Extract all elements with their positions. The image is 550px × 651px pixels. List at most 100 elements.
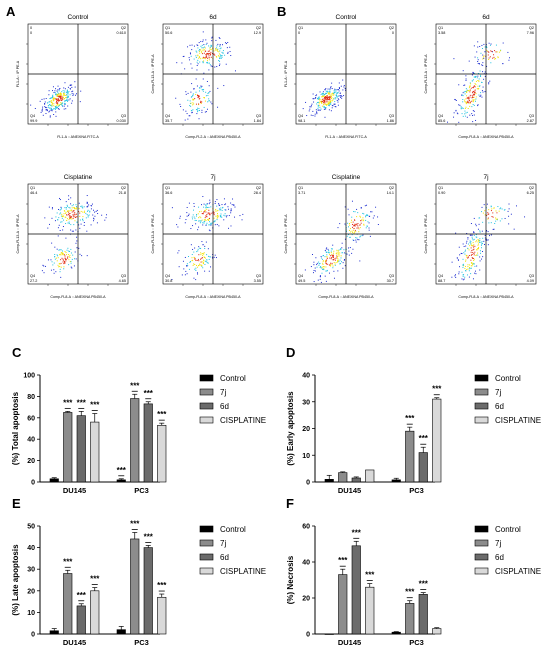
legend-label-6d: 6d — [220, 402, 229, 411]
bar-control-du145 — [324, 479, 334, 483]
significance-label: *** — [144, 532, 154, 541]
significance-label: *** — [157, 581, 167, 590]
quadrant-q2-value: 0.610 — [116, 31, 126, 35]
flow-y-axis-label: Comp-FL13-A :: IP PE-A — [151, 214, 155, 254]
flow-plot-title: 7j — [483, 174, 488, 181]
flow-plot-cisplatine-a: Cisplatine Q1 46.4 Q2 21.8 Q4 27.2 Q3 4.65 Comp-F… — [10, 170, 135, 325]
bar-cisplatine-du145 — [90, 590, 100, 635]
y-tick-label: 30 — [302, 399, 310, 406]
significance-label: *** — [77, 591, 87, 600]
bar-cisplatine-du145 — [365, 586, 375, 635]
legend-label-7j: 7j — [220, 388, 226, 397]
quadrant-q1-label: Q1 — [165, 186, 170, 190]
flow-y-axis-label: Comp-FL13-A :: IP PE-A — [424, 54, 428, 94]
quadrant-q3-label: Q3 — [389, 114, 394, 118]
legend-swatch-6d — [474, 402, 489, 410]
quadrant-q4-value: 30.8 — [165, 279, 172, 283]
scatter-dots — [30, 81, 82, 118]
quadrant-q2-value: 6.25 — [527, 191, 534, 195]
panel-label-c: C — [12, 345, 22, 360]
flow-plot-cisplatine-b: Cisplatine Q1 3.71 Q2 14.1 Q4 49.5 Q3 30.7 Comp-F… — [278, 170, 403, 325]
flow-plot-6d-a: 6d Q1 50.6 Q2 12.9 Q4 35.7 Q3 1.84 Comp-FL2-A :: … — [145, 10, 270, 165]
legend-label-7j: 7j — [495, 388, 501, 397]
legend-label-control: Control — [220, 525, 246, 534]
y-tick-label: 60 — [27, 415, 35, 422]
y-tick-label: 0 — [31, 480, 35, 487]
bar-7j-du145 — [338, 472, 348, 483]
legend-swatch-cisplatine — [199, 567, 214, 575]
bar-control-pc3 — [116, 479, 126, 483]
x-tick-label: PC3 — [134, 486, 149, 495]
quadrant-q3-label: Q3 — [529, 274, 534, 278]
y-tick-label: 50 — [27, 524, 35, 531]
flow-x-axis-label: Comp-FL2-A :: ANEXINA PB450-A — [185, 135, 241, 139]
panel-label-e: E — [12, 496, 21, 511]
flow-x-axis-label: Comp-FL8-A :: ANEXINA PB450-A — [458, 295, 514, 299]
legend-swatch-cisplatine — [474, 567, 489, 575]
quadrant-q4-label: Q4 — [298, 114, 303, 118]
quadrant-q1-value: 0 — [298, 31, 300, 35]
legend-label-cisplatine: CISPLATINE — [495, 567, 541, 576]
flow-y-axis-label: Comp-FL13-A :: IP PE-A — [151, 54, 155, 94]
quadrant-q3-value: 2.87 — [527, 119, 534, 123]
quadrant-q1-value: 3.58 — [438, 31, 445, 35]
legend-swatch-control — [199, 525, 214, 533]
quadrant-q4-value: 99.9 — [30, 119, 37, 123]
flow-plot-title: Control — [336, 14, 358, 21]
quadrant-q3-label: Q3 — [529, 114, 534, 118]
quadrant-q3-value: 1.84 — [254, 119, 261, 123]
significance-label: *** — [419, 434, 429, 443]
quadrant-q4-value: 98.1 — [298, 119, 305, 123]
flow-plot-7j-a: 7j Q1 36.6 Q2 28.4 Q4 30.8 Q3 3.55 Comp-FL8-A :: … — [145, 170, 270, 325]
flow-plot-title: 6d — [209, 14, 217, 21]
quadrant-q3-label: Q3 — [121, 274, 126, 278]
legend-swatch-6d — [474, 553, 489, 561]
bar-6d-du145 — [76, 415, 86, 483]
legend-swatch-7j — [474, 388, 489, 396]
bar-7j-du145 — [63, 412, 73, 483]
legend-swatch-control — [199, 374, 214, 382]
quadrant-q1-label: Q1 — [298, 26, 303, 30]
significance-label: *** — [63, 557, 73, 566]
y-tick-label: 20 — [302, 426, 310, 433]
scatter-dots — [41, 195, 108, 278]
quadrant-q3-value: 30.7 — [387, 279, 394, 283]
y-tick-label: 20 — [302, 596, 310, 603]
quadrant-q3-label: Q3 — [121, 114, 126, 118]
significance-label: *** — [130, 519, 140, 528]
legend-swatch-7j — [199, 539, 214, 547]
quadrant-q1-value: 46.4 — [30, 191, 37, 195]
y-tick-label: 100 — [23, 373, 35, 380]
scatter-dots — [175, 31, 236, 121]
quadrant-q3-value: 0.030 — [116, 119, 126, 123]
y-tick-label: 40 — [27, 545, 35, 552]
legend-label-control: Control — [220, 374, 246, 383]
flow-x-axis-label: FL1-A :: ANEXINA FITC-A — [57, 135, 99, 139]
bar-control-du145 — [324, 633, 334, 635]
quadrant-q4-value: 88.7 — [438, 279, 445, 283]
bar-chart-necrosis: 0 20 40 60 (%) Necrosis DU145 *** *** *** PC3 *** *… — [275, 496, 550, 648]
bar-6d-pc3 — [418, 594, 428, 635]
quadrant-q4-label: Q4 — [298, 274, 303, 278]
legend-label-control: Control — [495, 525, 521, 534]
bar-cisplatine-du145 — [90, 421, 100, 483]
legend-swatch-cisplatine — [199, 416, 214, 424]
significance-label: *** — [90, 401, 100, 410]
bar-cisplatine-pc3 — [432, 398, 442, 483]
bar-control-pc3 — [116, 629, 126, 635]
quadrant-q4-value: 85.6 — [438, 119, 445, 123]
quadrant-q3-label: Q3 — [256, 114, 261, 118]
x-tick-label: PC3 — [409, 638, 424, 647]
bar-cisplatine-du145 — [365, 469, 375, 483]
bar-6d-pc3 — [143, 547, 153, 635]
y-tick-label: 30 — [27, 567, 35, 574]
bar-6d-du145 — [351, 477, 361, 483]
significance-label: *** — [63, 398, 73, 407]
y-tick-label: 10 — [302, 453, 310, 460]
significance-label: *** — [90, 575, 100, 584]
quadrant-q4-value: 27.2 — [30, 279, 37, 283]
significance-label: *** — [117, 466, 127, 475]
quadrant-q1-label: 0 — [30, 26, 32, 30]
quadrant-q1-label: Q1 — [165, 26, 170, 30]
y-tick-label: 0 — [306, 632, 310, 639]
